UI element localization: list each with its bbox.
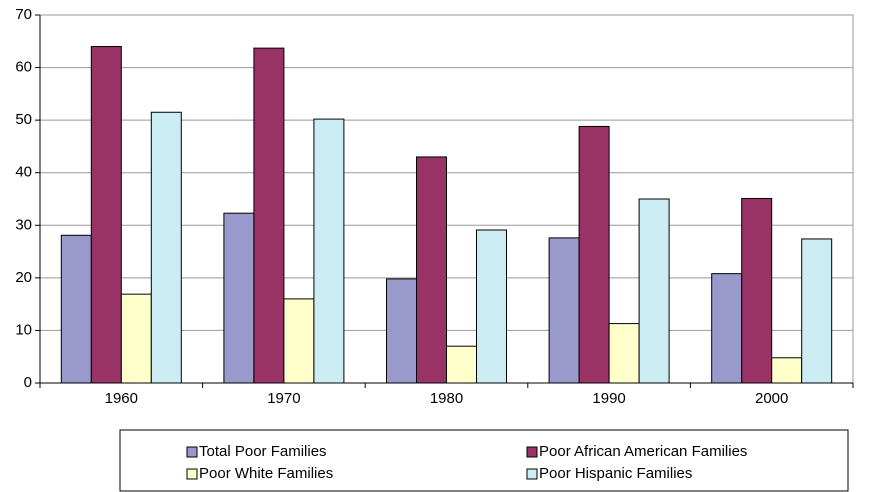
bar	[446, 345, 477, 384]
bar	[608, 323, 640, 384]
y-tick-label: 70	[15, 6, 32, 23]
bar	[313, 118, 345, 384]
x-tick-label: 1980	[430, 390, 463, 407]
y-tick-label: 50	[15, 111, 32, 128]
x-tick-label: 1990	[592, 390, 625, 407]
bar	[476, 229, 507, 384]
bar	[711, 273, 743, 384]
y-tick-label: 20	[15, 269, 32, 286]
bar	[416, 156, 447, 384]
x-tick-label: 2000	[755, 390, 788, 407]
bar	[801, 238, 833, 384]
y-tick-label: 10	[15, 321, 32, 338]
bar	[120, 293, 152, 384]
bar	[638, 198, 670, 384]
y-tick-label: 30	[15, 216, 32, 233]
legend-swatch	[186, 446, 198, 458]
bar	[386, 278, 417, 384]
legend-label: Poor African American Families	[539, 443, 747, 460]
legend-label: Poor Hispanic Families	[539, 465, 692, 482]
legend-label: Poor White Families	[199, 465, 333, 482]
bar	[741, 197, 773, 384]
bar	[771, 357, 803, 384]
bar	[283, 298, 315, 384]
bar	[90, 46, 122, 384]
x-tick-label: 1960	[105, 390, 138, 407]
legend-swatch	[526, 468, 538, 480]
bar	[60, 234, 92, 384]
bar	[253, 47, 285, 384]
x-tick-label: 1970	[267, 390, 300, 407]
bar	[223, 212, 255, 384]
y-tick-label: 60	[15, 59, 32, 76]
legend-box	[119, 429, 849, 492]
legend-swatch	[526, 446, 538, 458]
legend-label: Total Poor Families	[199, 443, 327, 460]
y-tick-label: 40	[15, 164, 32, 181]
bar	[578, 125, 610, 384]
y-tick-label: 0	[24, 374, 32, 391]
bar	[548, 237, 580, 384]
legend-swatch	[186, 468, 198, 480]
bar	[150, 111, 182, 384]
